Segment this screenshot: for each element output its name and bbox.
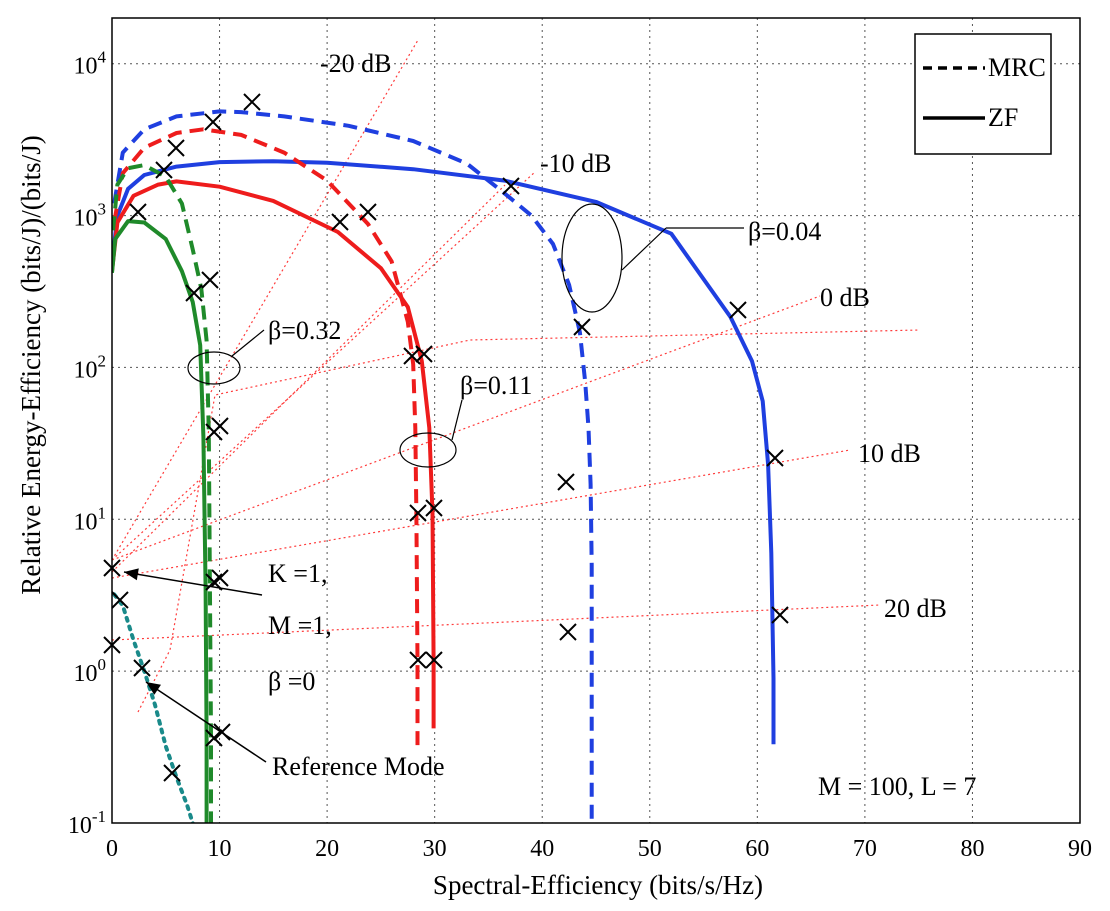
annotation-label: -20 dB xyxy=(320,49,392,78)
beta-032-ellipse xyxy=(187,351,241,385)
y-tick-label: 103 xyxy=(74,200,107,232)
x-marker xyxy=(359,203,377,221)
x-marker xyxy=(415,345,433,363)
x-tick-label: 0 xyxy=(106,836,118,862)
annotation-label: β=0.11 xyxy=(460,371,532,400)
reference-mode-arrow-head xyxy=(146,682,161,695)
x-tick-label: 10 xyxy=(208,836,232,862)
snr-reference-lines xyxy=(111,39,921,713)
x-marker xyxy=(502,177,520,195)
x-marker xyxy=(204,113,222,131)
snr-reference-line xyxy=(111,39,419,561)
legend-mrc-label: MRC xyxy=(988,53,1046,82)
x-marker xyxy=(211,569,229,587)
x-marker xyxy=(425,499,443,517)
y-tick-label: 102 xyxy=(74,351,107,383)
x-marker xyxy=(573,318,591,336)
beta-004-pointer xyxy=(621,227,667,271)
annotation-label: β =0 xyxy=(268,667,315,696)
series-group xyxy=(112,109,776,823)
x-marker xyxy=(766,449,784,467)
x-tick-label: 20 xyxy=(315,836,339,862)
series-line xyxy=(112,109,594,823)
snr-reference-line xyxy=(111,604,881,641)
annotation-label: 10 dB xyxy=(858,439,921,468)
beta-011-ellipse xyxy=(399,432,457,468)
annotation-label: 20 dB xyxy=(884,594,947,623)
x-tick-label: 50 xyxy=(638,836,662,862)
legend-box xyxy=(914,33,1052,155)
annotation-label: β=0.04 xyxy=(748,217,821,246)
annotation-label: Reference Mode xyxy=(272,752,445,781)
k-m-beta-arrow xyxy=(123,571,263,596)
x-marker xyxy=(163,764,181,782)
y-tick-label: 104 xyxy=(74,48,107,80)
y-tick-label: 10-1 xyxy=(68,807,106,839)
x-tick-label: 30 xyxy=(423,836,447,862)
y-axis-title: Relative Energy-Efficiency (bits/J)/(bit… xyxy=(16,135,46,594)
x-marker xyxy=(133,659,151,677)
beta-011-pointer xyxy=(451,399,463,441)
annotations: -20 dB -10 dB 0 dB 10 dB 20 dB β=0.04 β=0.11 β=… xyxy=(123,49,976,801)
y-tick-label: 101 xyxy=(74,503,107,535)
x-marker xyxy=(155,161,173,179)
x-tick-label: 70 xyxy=(853,836,877,862)
x-marker xyxy=(425,651,443,669)
x-marker xyxy=(729,301,747,319)
snr-reference-line xyxy=(137,329,921,713)
x-tick-label: 90 xyxy=(1068,836,1092,862)
series-line xyxy=(112,592,195,823)
annotation-label: M =1, xyxy=(268,611,332,640)
x-marker xyxy=(185,284,203,302)
x-marker xyxy=(129,203,147,221)
k-m-beta-arrow-head xyxy=(124,568,139,581)
x-marker xyxy=(243,93,261,111)
series-line xyxy=(112,127,420,751)
x-marker xyxy=(167,139,185,157)
beta-032-pointer xyxy=(231,329,265,357)
tick-labels: 0 10 20 30 40 50 60 70 80 90 10-1 100 101 102 103 104 xyxy=(68,48,1092,862)
plot-frame xyxy=(111,17,1081,824)
x-tick-label: 60 xyxy=(745,836,769,862)
x-tick-label: 40 xyxy=(530,836,554,862)
annotation-label: M = 100, L = 7 xyxy=(818,772,976,801)
x-marker xyxy=(559,623,577,641)
annotation-label: -10 dB xyxy=(540,149,612,178)
snr-reference-line xyxy=(111,184,506,573)
x-marker xyxy=(201,271,219,289)
x-marker xyxy=(111,591,129,609)
series-line xyxy=(112,163,213,823)
series-line xyxy=(112,159,776,745)
reference-mode-arrow xyxy=(145,681,267,763)
grid xyxy=(112,18,1080,823)
x-axis-title: Spectral-Efficiency (bits/s/Hz) xyxy=(433,870,763,900)
x-tick-label: 80 xyxy=(960,836,984,862)
annotation-label: 0 dB xyxy=(820,283,870,312)
x-marker xyxy=(557,473,575,491)
x-marker xyxy=(331,213,349,231)
x-marker xyxy=(205,729,223,747)
series-line xyxy=(112,179,436,729)
legend-zf-label: ZF xyxy=(988,103,1018,132)
x-marker xyxy=(211,417,229,435)
annotation-label: K =1, xyxy=(268,559,327,588)
annotation-label: β=0.32 xyxy=(268,316,341,345)
x-marker xyxy=(771,606,789,624)
x-marker xyxy=(409,651,427,669)
marker-group xyxy=(103,93,789,782)
snr-reference-line xyxy=(111,449,851,579)
beta-004-ellipse xyxy=(561,203,623,313)
snr-reference-line xyxy=(111,171,536,561)
y-tick-label: 100 xyxy=(74,655,107,687)
legend: MRC ZF xyxy=(914,33,1052,155)
x-marker xyxy=(409,504,427,522)
snr-reference-line xyxy=(111,295,821,561)
